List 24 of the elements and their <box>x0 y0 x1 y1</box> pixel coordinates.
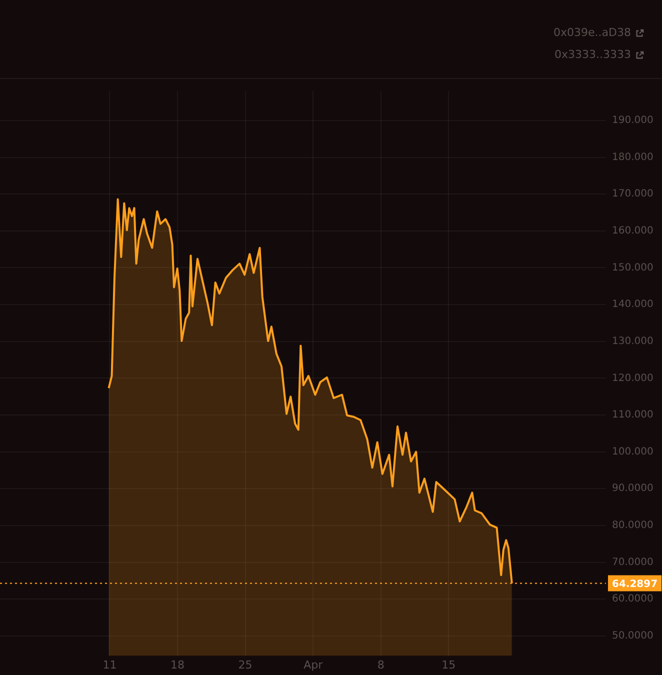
y-tick-label: 170.000 <box>612 188 654 200</box>
y-tick-label: 190.000 <box>612 115 654 126</box>
y-tick-label: 80.0000 <box>612 520 654 532</box>
x-tick-label: 8 <box>377 658 384 672</box>
y-tick-label: 60.0000 <box>612 594 654 605</box>
x-tick-label: 15 <box>442 658 456 672</box>
y-tick-label: 90.0000 <box>612 483 654 494</box>
x-tick-label: 11 <box>102 658 117 672</box>
x-tick-label: 25 <box>238 658 252 672</box>
x-tick-label: 18 <box>170 658 185 672</box>
y-tick-label: 120.000 <box>612 372 654 384</box>
y-tick-label: 160.000 <box>612 226 654 237</box>
y-tick-label: 180.000 <box>612 152 654 163</box>
text: 0x039e..aD38 <box>554 25 631 41</box>
y-tick-label: 50.0000 <box>612 630 654 642</box>
y-tick-label: 110.000 <box>612 410 654 421</box>
y-tick-label: 100.000 <box>612 446 654 458</box>
ref-line-label: 64.2897 <box>612 578 658 590</box>
y-tick-label: 70.0000 <box>612 556 654 568</box>
text: 0x3333..3333 <box>554 47 631 63</box>
x-tick-label: Apr <box>304 658 324 672</box>
y-tick-label: 150.000 <box>612 262 654 274</box>
y-tick-label: 140.000 <box>612 299 654 310</box>
y-tick-label: 130.000 <box>612 336 654 347</box>
